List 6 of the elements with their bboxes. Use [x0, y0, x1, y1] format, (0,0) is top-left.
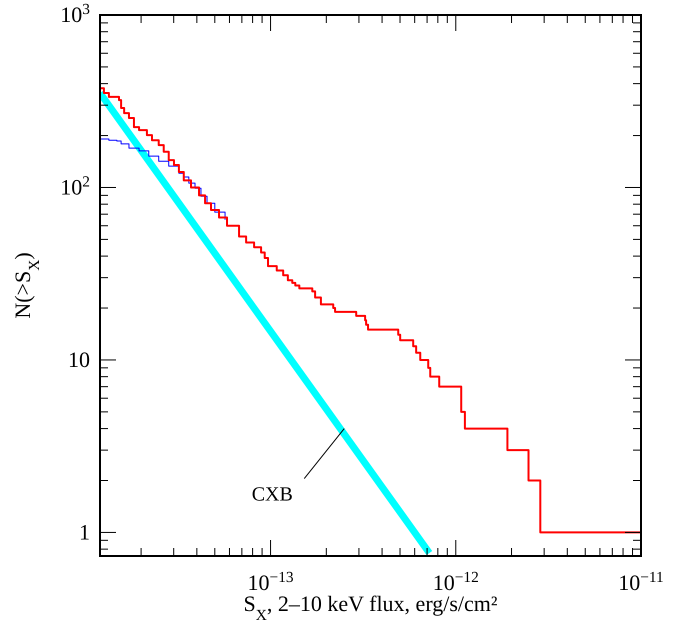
y-tick-label: 10: [68, 346, 90, 372]
y-tick-label: 10$^{3}$: [60, 0, 90, 27]
x-tick-label: 10$^{−11}$: [618, 568, 664, 595]
y-tick-label: 1: [79, 519, 90, 544]
y-tick-label: 10$^{2}$: [60, 172, 90, 200]
annotation: CXB: [252, 484, 293, 506]
